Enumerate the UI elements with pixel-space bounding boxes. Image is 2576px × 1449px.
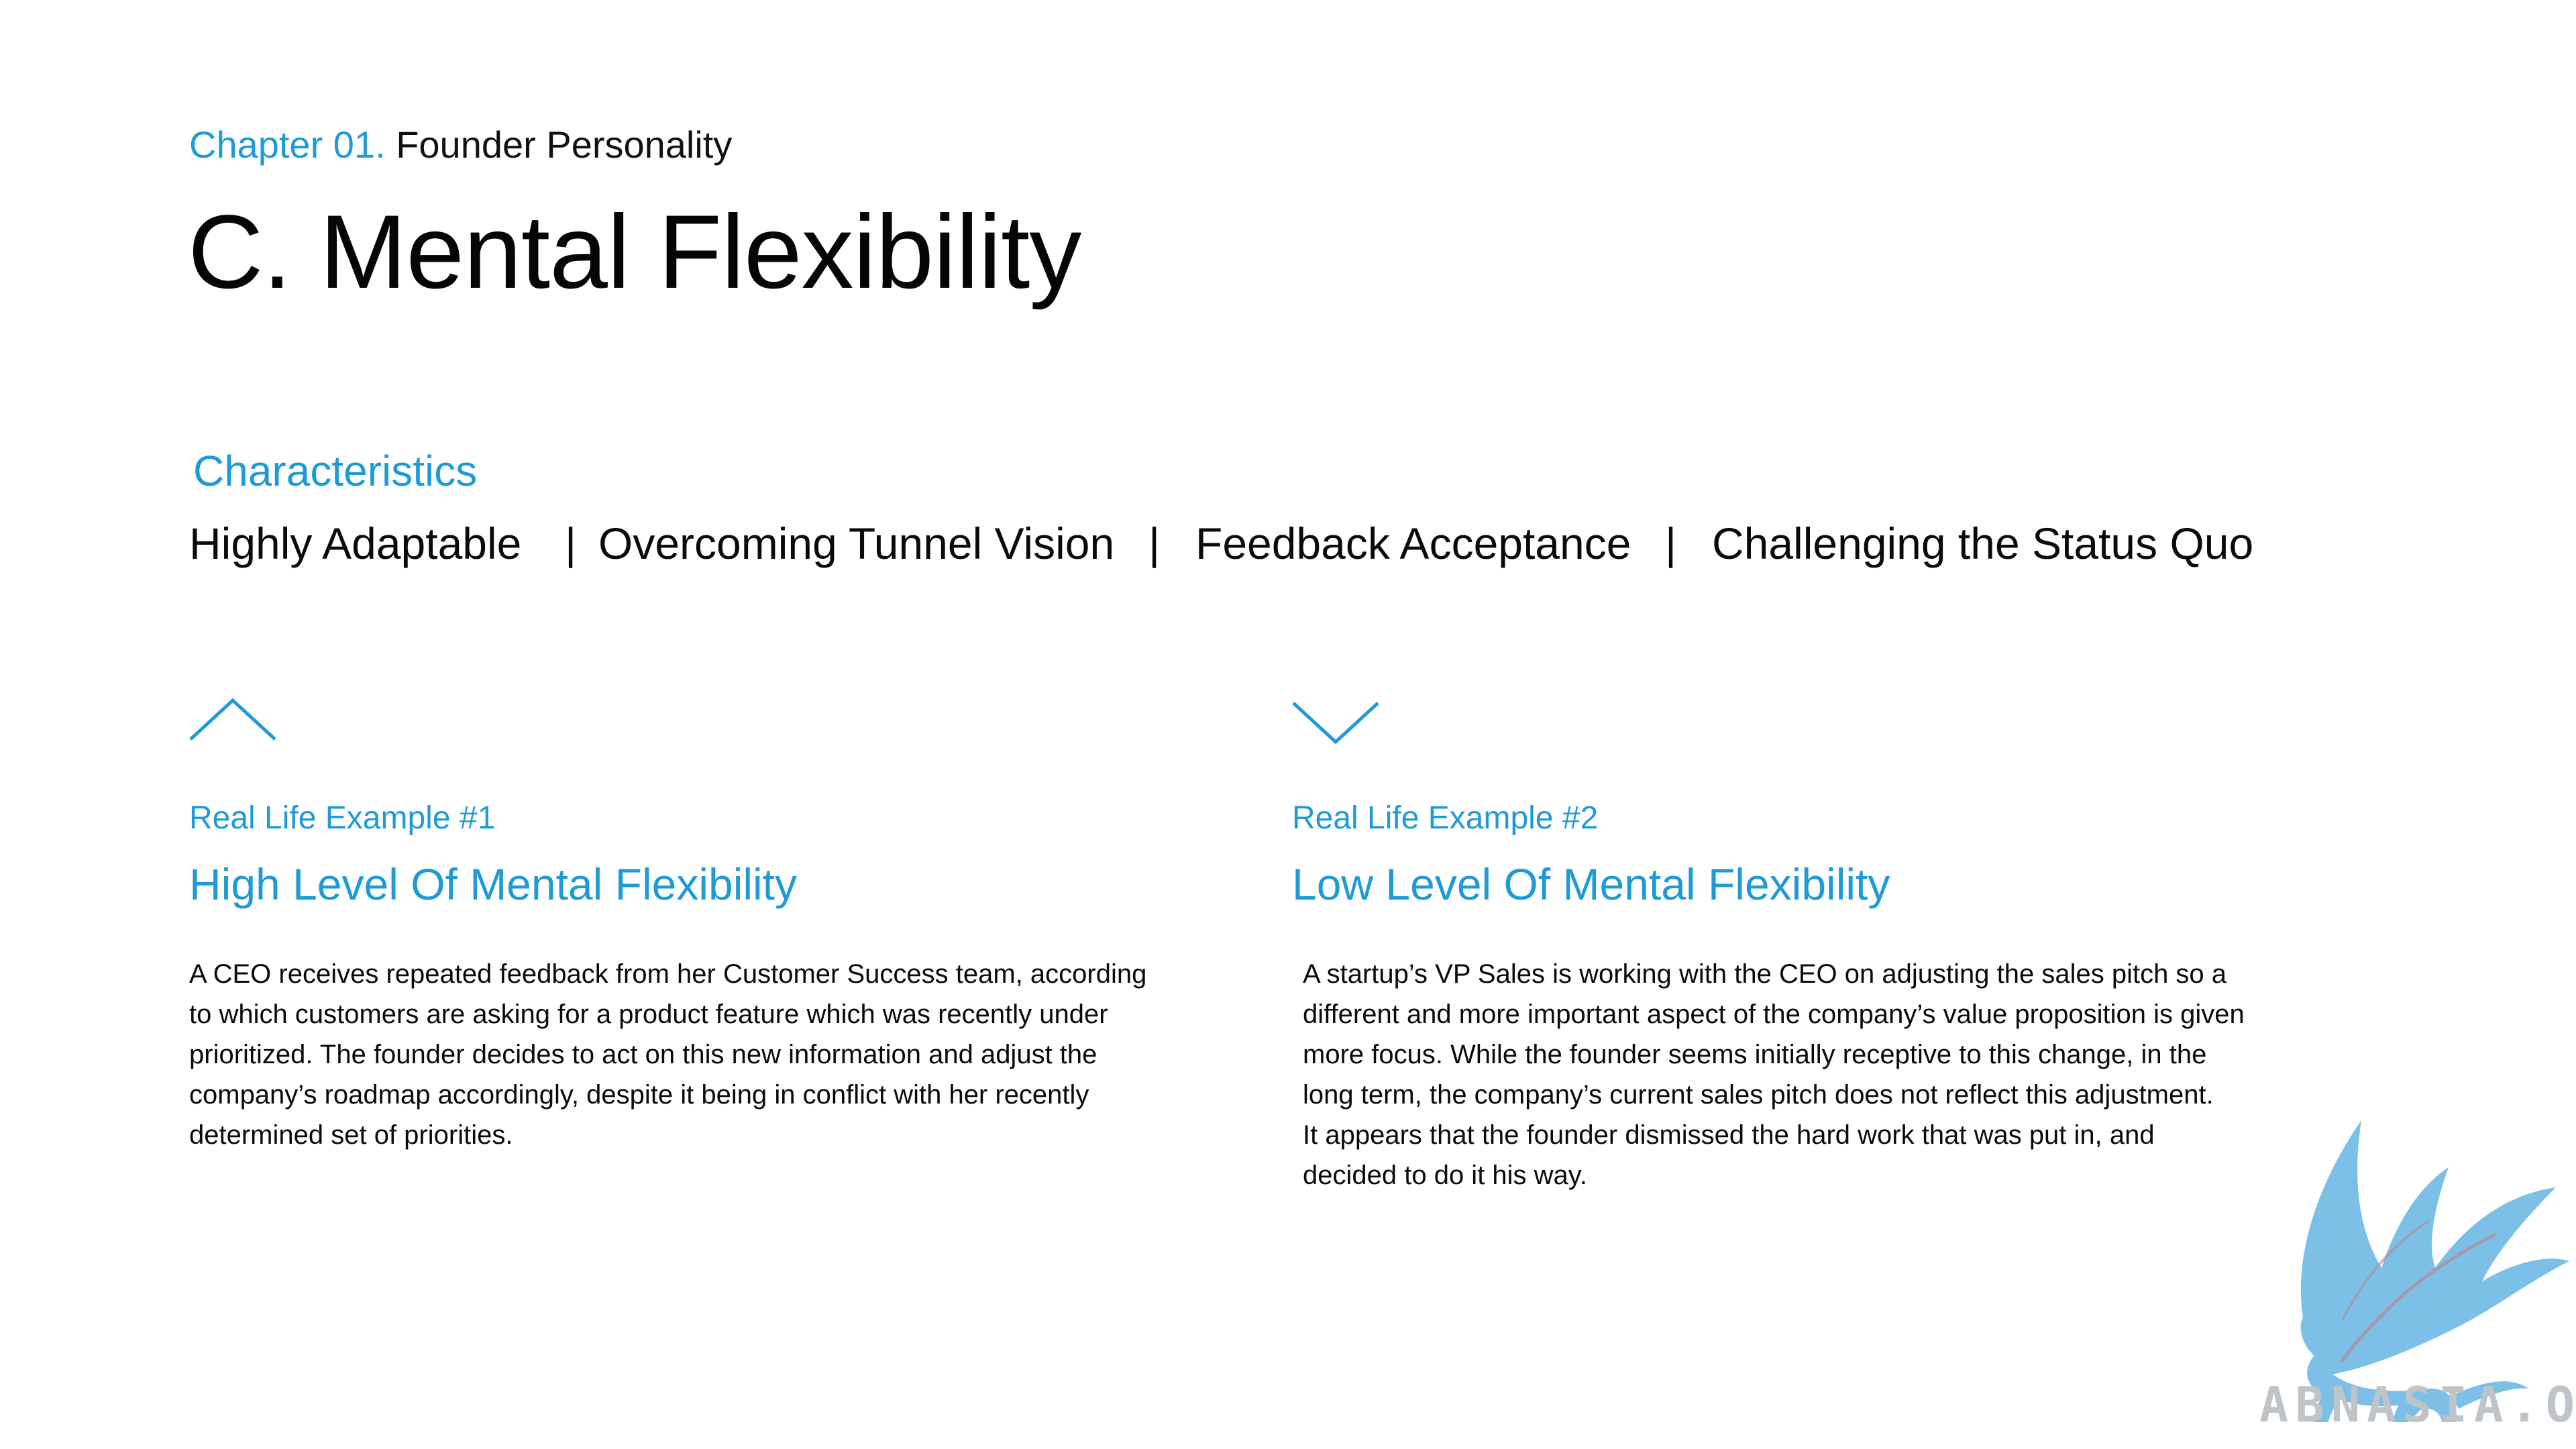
separator: | (1148, 519, 1161, 568)
chapter-name: Founder Personality (396, 123, 733, 166)
separator: | (565, 519, 577, 568)
example-column-2: Real Life Example #2 Low Level Of Mental… (1292, 691, 2339, 1195)
example-column-1: Real Life Example #1 High Level Of Menta… (189, 691, 1236, 1155)
characteristic-item: Overcoming Tunnel Vision (598, 519, 1115, 568)
example-body: A CEO receives repeated feedback from he… (189, 959, 1147, 1150)
chevron-down-icon (1292, 702, 1379, 745)
characteristics-heading: Characteristics (193, 447, 478, 495)
chapter-number: Chapter 01. (189, 123, 386, 166)
griffin-logo-icon (2300, 1120, 2569, 1422)
chapter-label: Chapter 01. Founder Personality (189, 121, 732, 169)
example-body: A startup’s VP Sales is working with the… (1303, 959, 2245, 1190)
example-label: Real Life Example #1 (189, 800, 496, 836)
example-title: Low Level Of Mental Flexibility (1292, 859, 1890, 909)
characteristic-item: Feedback Acceptance (1195, 519, 1631, 568)
example-title: High Level Of Mental Flexibility (189, 859, 798, 909)
page-title: C. Mental Flexibility (188, 194, 1081, 311)
example-label: Real Life Example #2 (1292, 800, 1599, 836)
chevron-up-icon (189, 698, 276, 741)
characteristic-item: Challenging the Status Quo (1712, 519, 2254, 568)
characteristic-item: Highly Adaptable (189, 519, 522, 568)
separator: | (1665, 519, 1677, 568)
watermark-text: ABNASIA.ORG (2259, 1377, 2576, 1433)
